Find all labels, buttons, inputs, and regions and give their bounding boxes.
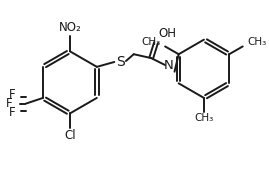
Text: N: N — [164, 59, 174, 72]
Text: CH₃: CH₃ — [247, 37, 267, 47]
Text: F: F — [9, 89, 16, 101]
Text: Cl: Cl — [64, 129, 76, 142]
Text: CH₃: CH₃ — [194, 113, 214, 123]
Text: S: S — [116, 55, 125, 69]
Text: OH: OH — [158, 27, 176, 40]
Text: NO₂: NO₂ — [59, 21, 81, 35]
Text: F: F — [6, 97, 13, 110]
Text: CH₃: CH₃ — [141, 37, 160, 47]
Text: F: F — [9, 106, 16, 119]
